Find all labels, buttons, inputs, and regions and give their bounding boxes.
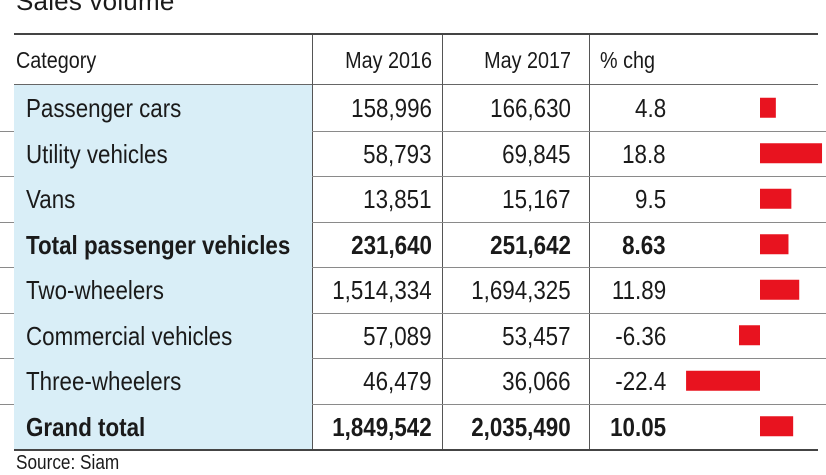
table-row: Commercial vehicles 57,089 53,457 -6.36	[0, 312, 826, 359]
cell-may-2017: 53,457	[502, 320, 571, 351]
cell-may-2016: 13,851	[363, 184, 432, 214]
cell-pct-change: 10.05	[610, 411, 666, 442]
cell-may-2017: 2,035,490	[471, 411, 571, 442]
table-header: Category May 2016 May 2017 % chg	[0, 35, 826, 84]
header-may-2016: May 2016	[345, 47, 432, 73]
column-divider-2	[442, 35, 443, 449]
cell-pct-change: 18.8	[622, 138, 666, 169]
header-may-2017: May 2017	[484, 47, 571, 73]
cell-may-2016: 158,996	[351, 93, 432, 123]
cell-may-2016: 231,640	[351, 229, 432, 260]
table-row: Three-wheelers 46,479 36,066 -22.4	[0, 358, 826, 405]
header-rule	[14, 84, 818, 85]
table-row: Grand total 1,849,542 2,035,490 10.05	[0, 403, 826, 449]
column-divider-3	[589, 35, 590, 449]
top-rule	[14, 33, 818, 35]
cell-category: Utility vehicles	[26, 138, 168, 169]
table-row: Vans 13,851 15,167 9.5	[0, 176, 826, 223]
cell-may-2016: 46,479	[363, 366, 432, 396]
bar-row-passenger-cars	[760, 97, 776, 118]
cell-pct-change: 8.63	[622, 229, 666, 260]
cell-category: Grand total	[26, 411, 146, 442]
cell-may-2017: 166,630	[490, 93, 571, 123]
cell-pct-change: 9.5	[634, 184, 666, 214]
bar-row-vans	[760, 188, 792, 209]
column-divider-1	[312, 35, 313, 449]
cell-pct-change: -22.4	[615, 366, 666, 396]
header-category: Category	[16, 47, 97, 73]
cell-may-2017: 69,845	[502, 138, 571, 169]
cell-pct-change: -6.36	[615, 320, 666, 351]
cell-category: Three-wheelers	[26, 366, 182, 396]
bottom-rule	[14, 449, 818, 451]
cell-may-2016: 58,793	[363, 138, 432, 169]
table-row: Two-wheelers 1,514,334 1,694,325 11.89	[0, 267, 826, 314]
bar-row-grand-total	[760, 416, 794, 437]
cell-may-2016: 1,849,542	[332, 411, 432, 442]
cell-pct-change: 4.8	[634, 93, 666, 123]
table-row: Passenger cars 158,996 166,630 4.8	[0, 85, 826, 132]
bar-row-total-passenger-vehicles	[760, 234, 789, 255]
cell-may-2016: 1,514,334	[332, 275, 432, 305]
bar-row-utility-vehicles	[760, 143, 823, 164]
cell-may-2017: 1,694,325	[471, 275, 571, 305]
cell-category: Vans	[26, 184, 76, 214]
header-pct-change: % chg	[600, 47, 655, 73]
cell-category: Passenger cars	[26, 93, 182, 123]
cell-may-2016: 57,089	[363, 320, 432, 351]
chart-title: Sales volume	[16, 0, 175, 16]
table-row: Utility vehicles 58,793 69,845 18.8	[0, 130, 826, 177]
cell-may-2017: 251,642	[490, 229, 571, 260]
table-row: Total passenger vehicles 231,640 251,642…	[0, 221, 826, 268]
cell-category: Total passenger vehicles	[26, 229, 291, 260]
cell-may-2017: 36,066	[502, 366, 571, 396]
bar-row-three-wheelers	[686, 370, 760, 391]
cell-category: Commercial vehicles	[26, 320, 233, 351]
bar-row-two-wheelers	[760, 279, 800, 300]
pct-change-bars	[686, 97, 823, 437]
source-note: Source: Siam	[16, 452, 120, 474]
cell-pct-change: 11.89	[611, 275, 666, 305]
bar-row-commercial-vehicles	[739, 325, 760, 346]
cell-category: Two-wheelers	[26, 275, 164, 305]
cell-may-2017: 15,167	[502, 184, 571, 214]
